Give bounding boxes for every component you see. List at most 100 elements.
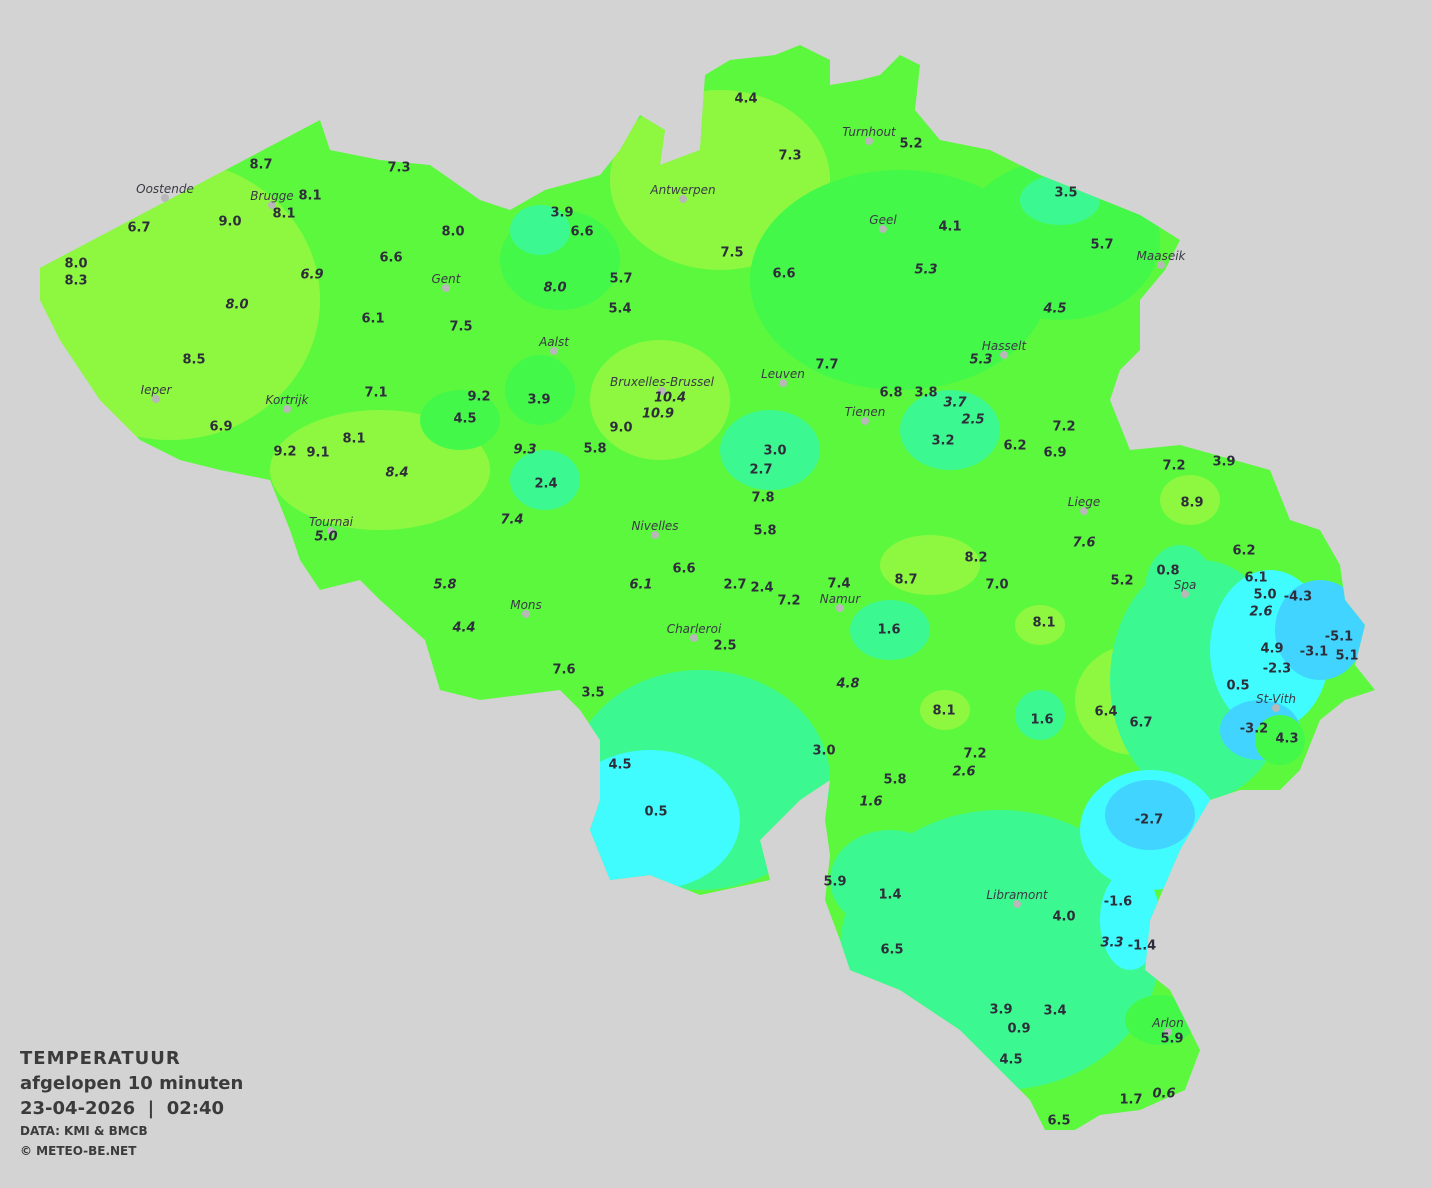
temperature-reading: 7.5 <box>449 319 473 335</box>
temperature-reading: 7.6 <box>552 662 576 678</box>
temperature-reading: 6.2 <box>1232 543 1256 559</box>
temperature-reading: 4.5 <box>453 411 477 427</box>
temperature-reading: 8.1 <box>298 188 322 204</box>
contour-region <box>1145 545 1215 635</box>
temperature-reading: 6.6 <box>379 250 403 266</box>
temperature-reading: 8.7 <box>249 157 273 173</box>
city-marker <box>879 225 887 233</box>
map-legend: TEMPERATUUR afgelopen 10 minuten 23-04-2… <box>20 1046 243 1161</box>
contour-region <box>505 355 575 425</box>
city-marker <box>161 194 169 202</box>
temperature-reading: 7.2 <box>963 746 987 762</box>
city-label: Tienen <box>844 405 886 419</box>
city-label: Oostende <box>136 182 194 196</box>
temperature-reading: 6.1 <box>361 311 385 327</box>
city-label: Liege <box>1067 495 1101 509</box>
temperature-reading: 6.5 <box>880 942 904 958</box>
temperature-reading: 9.0 <box>218 214 242 230</box>
city-label: Turnhout <box>842 125 896 139</box>
contour-region <box>1105 780 1195 850</box>
temperature-reading: 5.8 <box>583 441 607 457</box>
temperature-reading: 3.9 <box>1212 454 1236 470</box>
temperature-reading: 3.9 <box>527 392 551 408</box>
temperature-reading: 1.4 <box>878 887 902 903</box>
temperature-reading: 3.3 <box>1100 935 1124 951</box>
contour-region <box>420 390 500 450</box>
city-label: Brugge <box>250 189 294 203</box>
city-label: Gent <box>431 272 461 286</box>
temperature-reading: 5.7 <box>1090 237 1114 253</box>
temperature-reading: 2.7 <box>723 577 747 593</box>
temperature-reading: -2.3 <box>1262 661 1292 677</box>
temperature-reading: 4.5 <box>1043 301 1067 317</box>
temperature-reading: -1.6 <box>1103 894 1133 910</box>
temperature-reading: 1.6 <box>859 794 883 810</box>
temperature-reading: 7.6 <box>1072 535 1096 551</box>
temperature-reading: 7.3 <box>778 148 802 164</box>
temperature-reading: -2.7 <box>1134 812 1164 828</box>
city-marker <box>1272 704 1280 712</box>
temperature-reading: 5.9 <box>1160 1031 1184 1047</box>
temperature-reading: 8.5 <box>182 352 206 368</box>
city-marker <box>327 527 335 535</box>
temperature-reading: 9.0 <box>609 420 633 436</box>
temperature-reading: 5.3 <box>914 262 938 278</box>
temperature-reading: 6.6 <box>570 224 594 240</box>
temperature-reading: 3.5 <box>1054 185 1078 201</box>
temperature-reading: 6.2 <box>1003 438 1027 454</box>
legend-datetime: 23-04-2026 | 02:40 <box>20 1098 225 1119</box>
temperature-reading: 2.5 <box>713 638 737 654</box>
temperature-reading: 5.8 <box>753 523 777 539</box>
contour-region <box>1125 995 1195 1045</box>
temperature-reading: 6.7 <box>127 220 151 236</box>
temperature-reading: -4.3 <box>1283 589 1313 605</box>
temperature-reading: 0.8 <box>1156 563 1180 579</box>
temperature-reading: 4.0 <box>1052 909 1076 925</box>
contour-region <box>1160 475 1220 525</box>
city-marker <box>152 395 160 403</box>
temperature-reading: 5.0 <box>1253 587 1277 603</box>
contour-region <box>1275 580 1365 680</box>
temperature-reading: 8.1 <box>1032 615 1056 631</box>
city-label: Kortrijk <box>265 393 309 407</box>
temperature-reading: 7.4 <box>827 576 851 592</box>
temperature-reading: 3.8 <box>914 385 938 401</box>
temperature-reading: 6.6 <box>772 266 796 282</box>
temperature-reading: 0.5 <box>644 804 668 820</box>
city-marker <box>1157 261 1165 269</box>
city-label: Libramont <box>986 888 1048 902</box>
temperature-reading: 6.9 <box>300 267 324 283</box>
temperature-reading: 1.6 <box>877 622 901 638</box>
temperature-reading: 6.1 <box>1244 570 1268 586</box>
contour-region <box>510 450 580 510</box>
contour-region <box>1015 690 1065 740</box>
temperature-reading: 2.4 <box>750 580 774 596</box>
temperature-reading: 2.7 <box>749 462 773 478</box>
city-marker <box>1164 1028 1172 1036</box>
city-label: Charleroi <box>666 622 722 636</box>
temperature-reading: 3.4 <box>1043 1003 1067 1019</box>
contour-region <box>560 750 740 890</box>
city-marker <box>442 284 450 292</box>
city-marker <box>836 604 844 612</box>
city-marker <box>861 417 869 425</box>
temperature-reading: 3.2 <box>931 433 955 449</box>
city-marker <box>1080 507 1088 515</box>
contour-region <box>830 830 950 930</box>
city-label: Maaseik <box>1136 249 1186 263</box>
city-marker <box>1000 351 1008 359</box>
temperature-reading: 8.0 <box>543 280 567 296</box>
temperature-reading: 8.1 <box>932 703 956 719</box>
temperature-reading: 6.1 <box>629 577 653 593</box>
temperature-reading: 6.9 <box>209 419 233 435</box>
contour-region <box>1015 605 1065 645</box>
temperature-reading: 7.7 <box>815 357 839 373</box>
legend-source: DATA: KMI & BMCB <box>20 1124 148 1138</box>
city-marker <box>679 195 687 203</box>
temperature-reading: 8.7 <box>894 572 918 588</box>
temperature-reading: 1.7 <box>1119 1092 1143 1108</box>
city-label: Arlon <box>1152 1016 1184 1030</box>
temperature-reading: 7.2 <box>1162 458 1186 474</box>
legend-subtitle: afgelopen 10 minuten <box>20 1073 244 1094</box>
